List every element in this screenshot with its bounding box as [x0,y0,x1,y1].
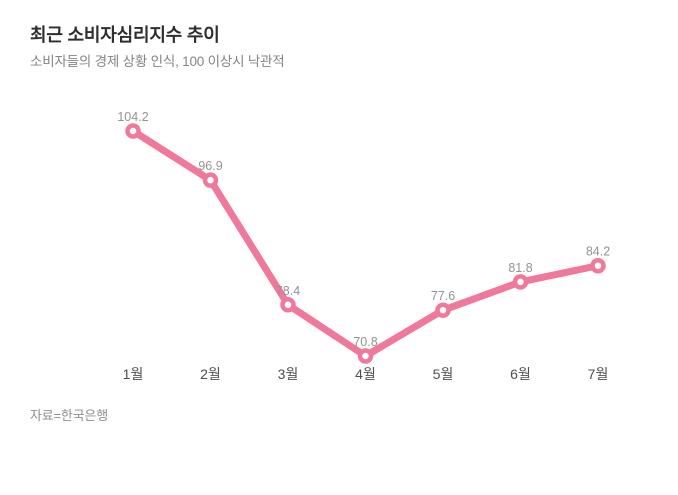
data-point-label: 78.4 [276,284,300,298]
x-axis-tick-label: 5월 [433,366,454,382]
data-point-label: 77.6 [431,289,455,303]
data-point-marker [357,348,374,364]
x-axis-tick-label: 4월 [355,366,376,382]
data-point-label: 70.8 [353,335,377,349]
x-axis-tick-label: 2월 [200,366,221,382]
x-axis-tick-label: 6월 [510,366,531,382]
data-point-label: 96.9 [198,159,222,173]
data-point-marker [435,302,451,318]
chart-subtitle: 소비자들의 경제 상황 인식, 100 이상시 낙관적 [30,54,285,69]
x-axis-tick-label: 7월 [588,366,609,382]
source-note: 자료=한국은행 [30,408,108,423]
data-point-marker [125,123,141,139]
data-point-marker [202,172,219,188]
x-axis-tick-label: 3월 [278,366,299,382]
data-point-label: 104.2 [117,110,148,124]
chart-title: 최근 소비자심리지수 추이 [30,25,220,45]
data-point-marker [280,297,296,313]
data-point-label: 84.2 [586,245,610,259]
data-point-label: 81.8 [508,261,532,275]
x-axis-tick-label: 1월 [123,366,144,382]
data-point-marker [512,274,529,290]
data-point-marker [590,257,606,274]
series-line [129,127,602,360]
